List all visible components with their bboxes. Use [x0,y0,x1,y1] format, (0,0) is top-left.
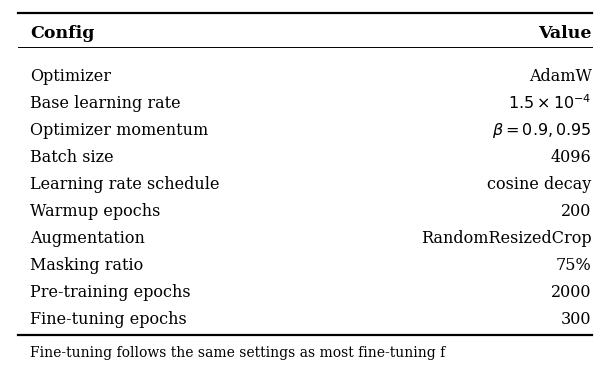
Text: $\beta = 0.9, 0.95$: $\beta = 0.9, 0.95$ [492,121,592,140]
Text: 2000: 2000 [551,283,592,301]
Text: Augmentation: Augmentation [30,230,145,247]
Text: Fine-tuning follows the same settings as most fine-tuning f: Fine-tuning follows the same settings as… [30,346,446,361]
Text: Base learning rate: Base learning rate [30,95,181,112]
Text: Warmup epochs: Warmup epochs [30,203,161,220]
Text: Optimizer momentum: Optimizer momentum [30,122,209,139]
Text: Pre-training epochs: Pre-training epochs [30,283,191,301]
Text: Config: Config [30,25,95,42]
Text: Batch size: Batch size [30,149,114,166]
Text: Masking ratio: Masking ratio [30,257,144,274]
Text: Value: Value [538,25,592,42]
Text: $1.5 \times 10^{-4}$: $1.5 \times 10^{-4}$ [508,94,592,113]
Text: 4096: 4096 [551,149,592,166]
Text: 75%: 75% [556,257,592,274]
Text: Learning rate schedule: Learning rate schedule [30,176,220,193]
Text: RandomResizedCrop: RandomResizedCrop [421,230,592,247]
Text: cosine decay: cosine decay [487,176,592,193]
Text: 200: 200 [561,203,592,220]
Text: Optimizer: Optimizer [30,68,112,85]
Text: Fine-tuning epochs: Fine-tuning epochs [30,310,187,328]
Text: 300: 300 [561,310,592,328]
Text: AdamW: AdamW [529,68,592,85]
